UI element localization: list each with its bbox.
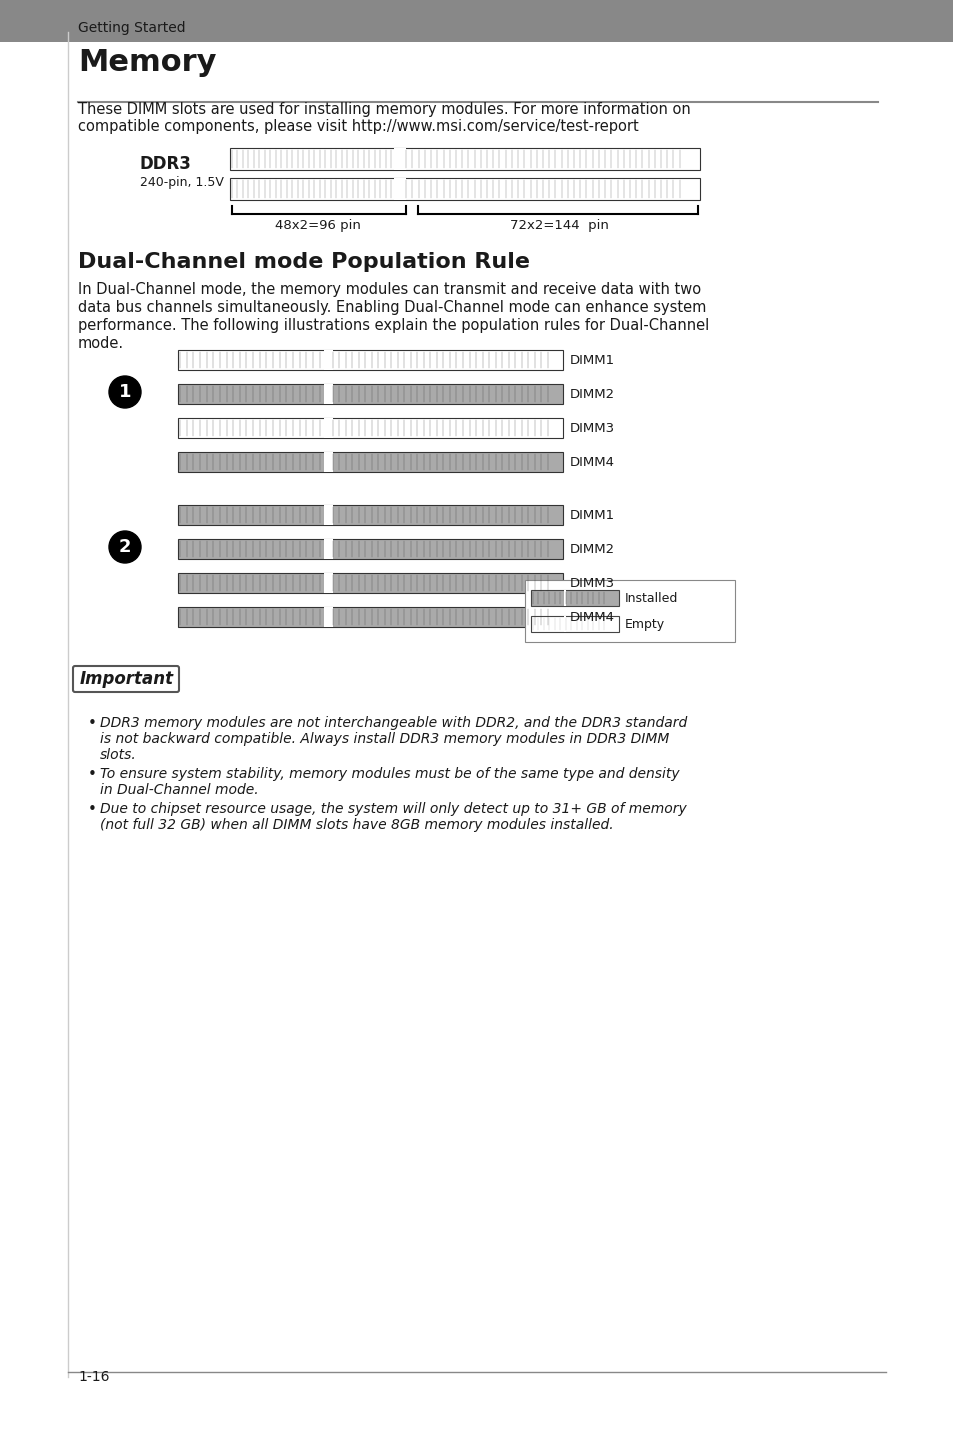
Text: 1: 1 bbox=[118, 382, 132, 401]
Bar bbox=[324, 418, 333, 438]
Bar bbox=[0, 0, 953, 42]
Bar bbox=[178, 384, 562, 404]
Bar bbox=[178, 418, 562, 438]
Text: Memory: Memory bbox=[78, 49, 216, 77]
Bar bbox=[324, 538, 333, 558]
Bar bbox=[324, 505, 333, 526]
Bar bbox=[324, 607, 333, 627]
Text: Due to chipset resource usage, the system will only detect up to 31+ GB of memor: Due to chipset resource usage, the syste… bbox=[100, 802, 686, 816]
Bar bbox=[230, 147, 700, 170]
Bar bbox=[564, 590, 566, 606]
Bar bbox=[178, 538, 562, 558]
Text: (not full 32 GB) when all DIMM slots have 8GB memory modules installed.: (not full 32 GB) when all DIMM slots hav… bbox=[100, 818, 613, 832]
Text: To ensure system stability, memory modules must be of the same type and density: To ensure system stability, memory modul… bbox=[100, 768, 679, 780]
Text: in Dual-Channel mode.: in Dual-Channel mode. bbox=[100, 783, 258, 798]
Bar bbox=[178, 573, 562, 593]
Bar bbox=[395, 178, 406, 200]
Text: Empty: Empty bbox=[624, 617, 664, 630]
Bar bbox=[531, 616, 618, 632]
Text: DIMM3: DIMM3 bbox=[569, 577, 615, 590]
Bar bbox=[395, 147, 406, 170]
Text: •: • bbox=[88, 802, 97, 818]
Circle shape bbox=[109, 531, 141, 563]
Circle shape bbox=[109, 377, 141, 408]
Text: DIMM2: DIMM2 bbox=[569, 543, 615, 556]
Text: mode.: mode. bbox=[78, 337, 124, 351]
Text: DIMM4: DIMM4 bbox=[569, 455, 615, 468]
Text: is not backward compatible. Always install DDR3 memory modules in DDR3 DIMM: is not backward compatible. Always insta… bbox=[100, 732, 669, 746]
Text: Getting Started: Getting Started bbox=[78, 21, 186, 34]
Text: Important: Important bbox=[80, 670, 174, 687]
Text: DDR3 memory modules are not interchangeable with DDR2, and the DDR3 standard: DDR3 memory modules are not interchangea… bbox=[100, 716, 686, 730]
Text: slots.: slots. bbox=[100, 748, 136, 762]
Bar bbox=[531, 590, 618, 606]
Bar bbox=[324, 453, 333, 473]
Bar bbox=[564, 616, 566, 632]
Text: DIMM3: DIMM3 bbox=[569, 421, 615, 434]
Bar bbox=[178, 607, 562, 627]
Bar bbox=[178, 505, 562, 526]
Text: DIMM1: DIMM1 bbox=[569, 508, 615, 521]
Text: performance. The following illustrations explain the population rules for Dual-C: performance. The following illustrations… bbox=[78, 318, 708, 334]
Text: 240-pin, 1.5V: 240-pin, 1.5V bbox=[140, 176, 224, 189]
Bar bbox=[178, 349, 562, 369]
Text: DIMM1: DIMM1 bbox=[569, 354, 615, 367]
Bar bbox=[178, 453, 562, 473]
Text: DIMM2: DIMM2 bbox=[569, 388, 615, 401]
Text: DDR3: DDR3 bbox=[140, 155, 192, 173]
Text: Installed: Installed bbox=[624, 591, 678, 604]
Bar bbox=[324, 349, 333, 369]
Text: 2: 2 bbox=[118, 538, 132, 556]
Bar bbox=[324, 573, 333, 593]
Text: •: • bbox=[88, 768, 97, 782]
Bar bbox=[524, 580, 734, 642]
Text: 72x2=144  pin: 72x2=144 pin bbox=[509, 219, 608, 232]
Text: In Dual-Channel mode, the memory modules can transmit and receive data with two: In Dual-Channel mode, the memory modules… bbox=[78, 282, 700, 296]
Bar bbox=[230, 178, 700, 200]
Bar bbox=[324, 384, 333, 404]
Text: compatible components, please visit http://www.msi.com/service/test-report: compatible components, please visit http… bbox=[78, 119, 639, 135]
Text: 48x2=96 pin: 48x2=96 pin bbox=[274, 219, 360, 232]
Text: These DIMM slots are used for installing memory modules. For more information on: These DIMM slots are used for installing… bbox=[78, 102, 690, 117]
FancyBboxPatch shape bbox=[73, 666, 179, 692]
Text: 1-16: 1-16 bbox=[78, 1370, 110, 1383]
Text: •: • bbox=[88, 716, 97, 730]
Text: data bus channels simultaneously. Enabling Dual-Channel mode can enhance system: data bus channels simultaneously. Enabli… bbox=[78, 299, 705, 315]
Text: DIMM4: DIMM4 bbox=[569, 610, 615, 623]
Text: Dual-Channel mode Population Rule: Dual-Channel mode Population Rule bbox=[78, 252, 530, 272]
